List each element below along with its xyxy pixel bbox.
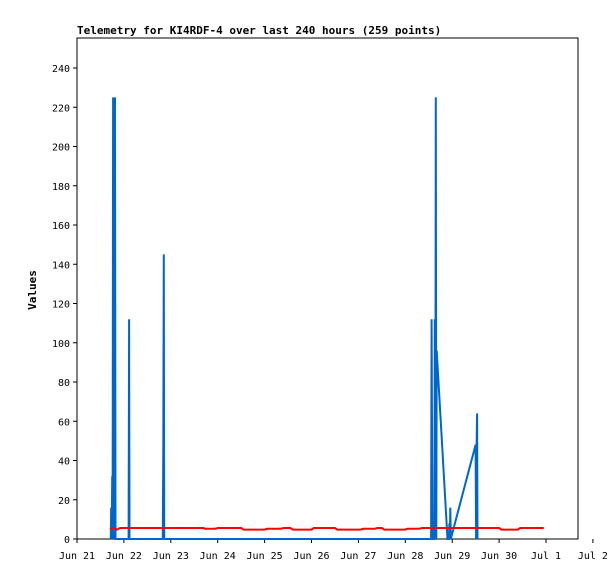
x-tick-label: Jun 25 — [247, 551, 283, 562]
y-tick-label: 100 — [52, 339, 70, 350]
y-tick-label: 240 — [52, 64, 70, 75]
y-tick-label: 0 — [64, 535, 70, 546]
x-tick-label: Jun 29 — [434, 551, 470, 562]
x-tick-label: Jun 23 — [153, 551, 189, 562]
x-tick-label: Jun 28 — [387, 551, 423, 562]
y-axis-label: Values — [26, 270, 39, 310]
x-tick-label: Jun 26 — [293, 551, 329, 562]
plot-frame — [76, 37, 579, 540]
y-tick-label: 80 — [58, 378, 70, 389]
y-axis: 0 20 40 60 80 100 120 140 160 180 200 220 240 — [52, 64, 77, 546]
y-tick-label: 120 — [52, 300, 70, 311]
x-tick-label: Jun 22 — [106, 551, 142, 562]
y-tick-label: 60 — [58, 417, 70, 428]
y-tick-label: 140 — [52, 260, 70, 271]
y-tick-label: 160 — [52, 221, 70, 232]
x-tick-label: Jun 24 — [200, 551, 236, 562]
x-axis: Jun 21 Jun 22 Jun 23 Jun 24 Jun 25 Jun 26 Jun … — [59, 539, 608, 562]
x-tick-label: Jul 2 — [578, 551, 608, 562]
x-tick-label: Jun 27 — [340, 551, 376, 562]
chart-title: Telemetry for KI4RDF-4 over last 240 hou… — [77, 24, 441, 37]
y-tick-label: 220 — [52, 103, 70, 114]
y-tick-label: 40 — [58, 457, 70, 468]
series-line-2 — [109, 526, 544, 531]
series-layer — [109, 97, 544, 540]
y-tick-label: 180 — [52, 182, 70, 193]
x-tick-label: Jun 21 — [59, 551, 95, 562]
x-tick-label: Jun 30 — [481, 551, 517, 562]
x-tick-label: Jul 1 — [531, 551, 561, 562]
y-tick-label: 20 — [58, 496, 70, 507]
y-tick-label: 200 — [52, 143, 70, 154]
series-line-1 — [109, 97, 479, 540]
